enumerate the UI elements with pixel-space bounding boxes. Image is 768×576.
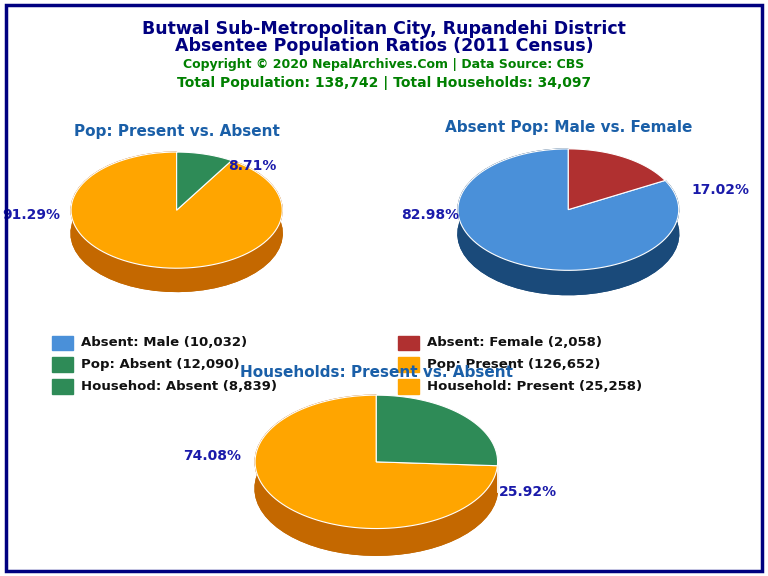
Polygon shape bbox=[71, 175, 282, 291]
Bar bbox=[52, 336, 73, 350]
Text: 82.98%: 82.98% bbox=[401, 208, 459, 222]
Title: Absent Pop: Male vs. Female: Absent Pop: Male vs. Female bbox=[445, 120, 692, 135]
Title: Households: Present vs. Absent: Households: Present vs. Absent bbox=[240, 366, 513, 381]
Text: Absentee Population Ratios (2011 Census): Absentee Population Ratios (2011 Census) bbox=[174, 37, 594, 55]
Text: 17.02%: 17.02% bbox=[692, 183, 750, 197]
Text: Household: Present (25,258): Household: Present (25,258) bbox=[427, 380, 642, 393]
Title: Pop: Present vs. Absent: Pop: Present vs. Absent bbox=[74, 124, 280, 139]
Text: Copyright © 2020 NepalArchives.Com | Data Source: CBS: Copyright © 2020 NepalArchives.Com | Dat… bbox=[184, 58, 584, 71]
Polygon shape bbox=[568, 149, 665, 210]
Text: Total Population: 138,742 | Total Households: 34,097: Total Population: 138,742 | Total Househ… bbox=[177, 76, 591, 90]
Text: 8.71%: 8.71% bbox=[229, 159, 276, 173]
Text: 74.08%: 74.08% bbox=[184, 449, 242, 463]
Text: Househod: Absent (8,839): Househod: Absent (8,839) bbox=[81, 380, 277, 393]
Polygon shape bbox=[458, 173, 679, 294]
Text: Pop: Present (126,652): Pop: Present (126,652) bbox=[427, 358, 601, 372]
Bar bbox=[398, 380, 419, 394]
Bar bbox=[52, 358, 73, 372]
Polygon shape bbox=[458, 149, 679, 294]
Polygon shape bbox=[458, 149, 679, 270]
Text: Absent: Female (2,058): Absent: Female (2,058) bbox=[427, 336, 602, 350]
Polygon shape bbox=[255, 395, 498, 555]
Polygon shape bbox=[376, 395, 498, 466]
Polygon shape bbox=[71, 152, 282, 291]
Polygon shape bbox=[177, 152, 232, 210]
Text: Absent: Male (10,032): Absent: Male (10,032) bbox=[81, 336, 247, 350]
Text: 25.92%: 25.92% bbox=[499, 485, 557, 499]
Text: Pop: Absent (12,090): Pop: Absent (12,090) bbox=[81, 358, 240, 372]
Bar bbox=[52, 380, 73, 394]
Bar bbox=[398, 336, 419, 350]
Polygon shape bbox=[255, 395, 498, 529]
Polygon shape bbox=[255, 422, 498, 555]
Text: 91.29%: 91.29% bbox=[2, 209, 60, 222]
Text: Butwal Sub-Metropolitan City, Rupandehi District: Butwal Sub-Metropolitan City, Rupandehi … bbox=[142, 20, 626, 38]
Polygon shape bbox=[71, 152, 282, 268]
Bar bbox=[398, 358, 419, 372]
